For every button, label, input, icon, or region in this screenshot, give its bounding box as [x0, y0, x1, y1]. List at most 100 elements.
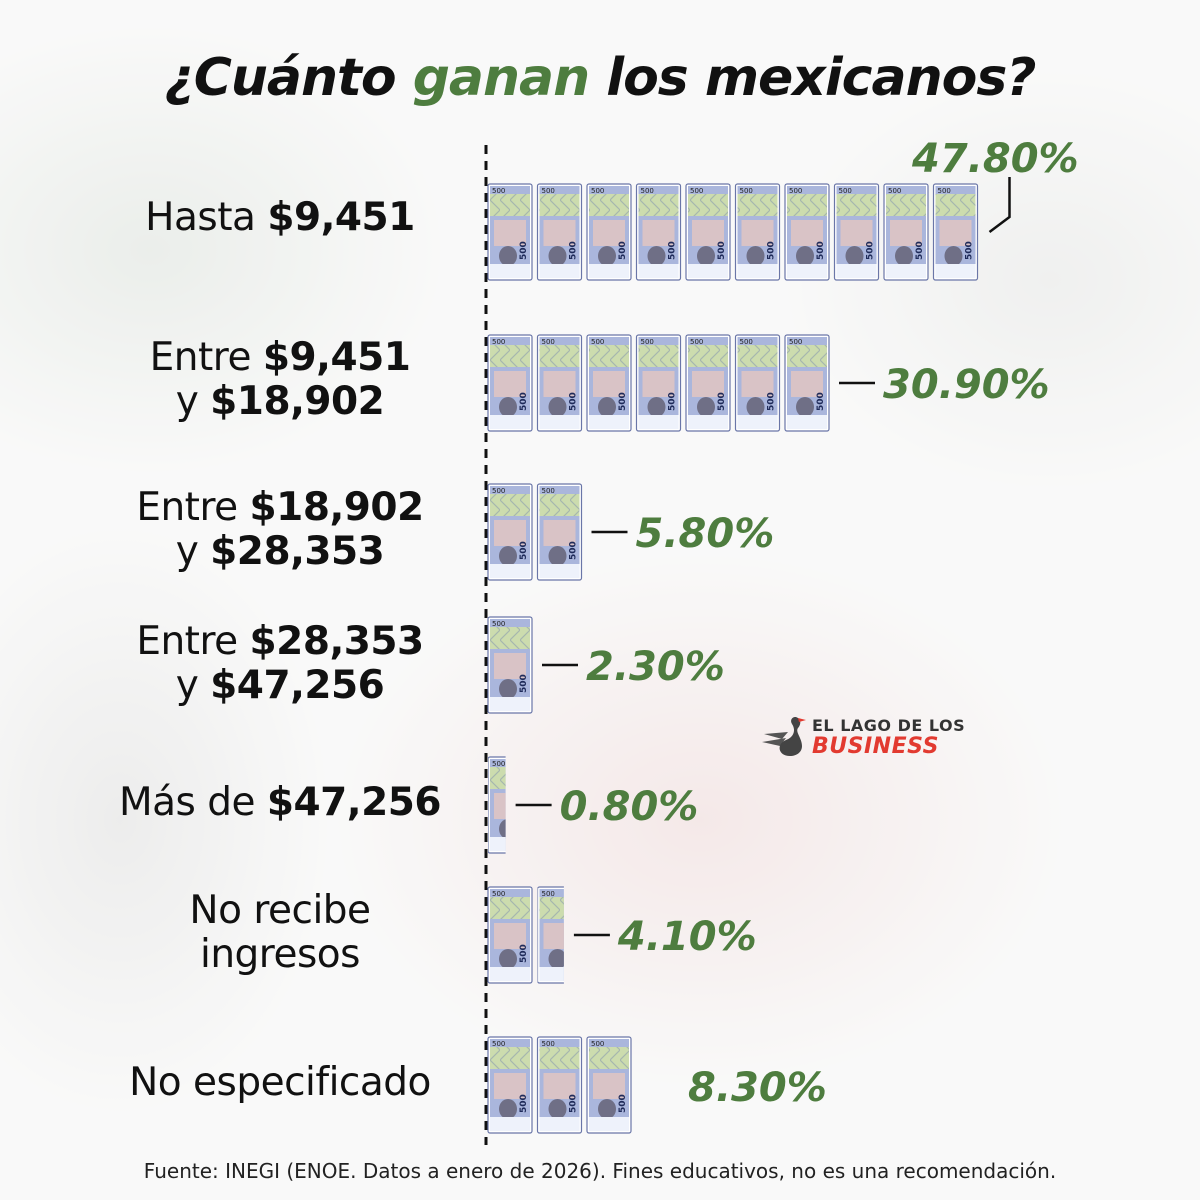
banknote-denomination: 500 [492, 338, 505, 346]
data-label: 47.80% [911, 136, 1079, 182]
banknote-denomination: 500 [641, 338, 654, 346]
banknote-denomination: 500 [641, 187, 654, 195]
category-label-line: Entre $18,902 [136, 485, 424, 530]
banknote-denomination: 500 [492, 1040, 505, 1048]
banknote-denomination-vertical: 500 [816, 241, 826, 260]
banknote-denomination-vertical: 500 [569, 1094, 579, 1113]
banknote-500: 500 500 [487, 483, 533, 581]
banknote-denomination: 500 [542, 187, 555, 195]
banknote-denomination: 500 [492, 487, 505, 495]
bar-4: 500 500 [487, 616, 533, 714]
banknote-denomination: 500 [591, 1040, 604, 1048]
bar-6: 500 500 500 500 [487, 886, 579, 984]
source-note: Fuente: INEGI (ENOE. Datos a enero de 20… [143, 1159, 1057, 1183]
banknote-500: 500 500 [536, 334, 583, 432]
banknote-denomination: 500 [492, 890, 505, 898]
banknote-500: 500 500 [635, 183, 682, 281]
category-label-line: Hasta $9,451 [145, 195, 415, 240]
banknote-denomination-vertical: 500 [618, 1094, 628, 1113]
bar-1: 500 500 500 500 500 500 500 500 500 500 500 500 500 5… [487, 183, 979, 281]
category-label-line: Más de $47,256 [118, 780, 442, 825]
banknote-500: 500 500 [685, 183, 731, 281]
category-label-line: Entre $28,353 [136, 619, 424, 664]
banknote-denomination: 500 [542, 338, 555, 346]
banknote-denomination: 500 [492, 187, 505, 195]
banknote-denomination: 500 [888, 187, 901, 195]
data-label: 5.80% [636, 511, 775, 557]
banknote-denomination-vertical: 500 [767, 241, 777, 260]
banknote-denomination-vertical: 500 [618, 241, 628, 260]
banknote-denomination: 500 [690, 187, 703, 195]
banknote-500: 500 500 [784, 183, 830, 281]
banknote-denomination-vertical: 500 [668, 392, 678, 411]
data-label: 8.30% [688, 1065, 827, 1111]
banknote-denomination-vertical: 500 [767, 392, 777, 411]
logo-text-top: EL LAGO DE LOS [812, 716, 966, 735]
banknote-denomination: 500 [542, 890, 555, 898]
category-label-line: y $18,902 [175, 379, 385, 424]
banknote-denomination: 500 [591, 187, 604, 195]
bar-7: 500 500 500 500 500 500 [487, 1036, 632, 1134]
banknote-denomination-vertical: 500 [569, 944, 579, 963]
banknote-500: 500 500 [487, 183, 533, 281]
banknote-denomination: 500 [591, 338, 604, 346]
value-connector [988, 177, 1011, 233]
category-label: Entre $18,902 y $28,353 [70, 486, 490, 574]
bar-3: 500 500 500 500 [487, 483, 583, 581]
banknote-500: 500 500 [536, 483, 583, 581]
title-accent-word: ganan [412, 48, 590, 108]
swan-icon [762, 716, 806, 756]
banknote-denomination-vertical: 500 [816, 392, 826, 411]
bar-5: 500 500 [488, 756, 529, 854]
banknote-500: 500 500 [635, 334, 682, 432]
banknote-denomination: 500 [542, 487, 555, 495]
banknote-500: 500 500 [734, 183, 781, 281]
category-label: Entre $28,353 y $47,256 [70, 620, 490, 708]
banknote-denomination: 500 [690, 338, 703, 346]
banknote-denomination-vertical: 500 [866, 241, 876, 260]
category-label: Hasta $9,451 [70, 196, 490, 240]
data-label: 4.10% [617, 914, 757, 960]
banknote-500: 500 500 [883, 183, 929, 281]
bar-2: 5005005005005005005005005005005005005005… [487, 334, 830, 432]
banknote-denomination: 500 [789, 187, 802, 195]
banknote-500: 500 500 [487, 334, 533, 432]
banknote-500: 500 500 [487, 1036, 533, 1134]
banknote-denomination-vertical: 500 [519, 944, 529, 963]
banknote-500: 500 500 [586, 1036, 632, 1134]
banknote-500: 500 500 [487, 616, 533, 714]
banknote-denomination-vertical: 500 [717, 241, 727, 260]
category-label-line: Entre $9,451 [149, 335, 411, 380]
banknote-500: 500 500 [586, 334, 632, 432]
banknote-denomination-vertical: 500 [569, 241, 579, 260]
banknote-500: 500 500 [833, 183, 880, 281]
banknote-denomination-vertical: 500 [519, 241, 529, 260]
chart-title: ¿Cuánto ganan los mexicanos? [164, 48, 1037, 108]
banknote-500: 500 500 [487, 886, 533, 984]
category-label-line: ingresos [200, 932, 360, 977]
banknote-denomination: 500 [938, 187, 951, 195]
banknote-denomination-vertical: 500 [519, 392, 529, 411]
banknote-denomination: 500 [839, 187, 852, 195]
banknote-500: 500 500 [536, 1036, 583, 1134]
banknote-500: 500 500 [734, 334, 781, 432]
category-label: No especificado [70, 1061, 490, 1105]
banknote-500: 500 500 [586, 183, 632, 281]
category-label-line: No recibe [189, 888, 371, 933]
banknote-denomination-vertical: 500 [519, 814, 529, 833]
category-label: Más de $47,256 [70, 781, 490, 825]
banknote-denomination-vertical: 500 [569, 392, 579, 411]
banknote-denomination: 500 [492, 760, 505, 768]
banknote-denomination: 500 [789, 338, 802, 346]
banknote-denomination-vertical: 500 [519, 674, 529, 693]
data-label: 0.80% [560, 784, 699, 830]
banknote-denomination-vertical: 500 [618, 392, 628, 411]
category-label-line: y $47,256 [175, 663, 385, 708]
logo-text-bottom: BUSINESS [812, 734, 940, 759]
data-label: 30.90% [883, 362, 1050, 408]
banknote-500: 500 500 [784, 334, 830, 432]
banknote-500: 500 500 [488, 756, 529, 854]
banknote-denomination: 500 [740, 338, 753, 346]
category-label: No recibe ingresos [70, 889, 490, 977]
